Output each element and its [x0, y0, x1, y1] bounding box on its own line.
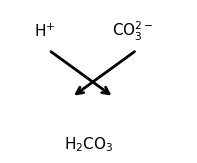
Text: $\mathrm{CO_3^{2-}}$: $\mathrm{CO_3^{2-}}$ — [112, 20, 154, 43]
Text: $\mathrm{H_2CO_3}$: $\mathrm{H_2CO_3}$ — [64, 135, 114, 154]
Text: $\mathrm{H^{+}}$: $\mathrm{H^{+}}$ — [34, 22, 56, 40]
